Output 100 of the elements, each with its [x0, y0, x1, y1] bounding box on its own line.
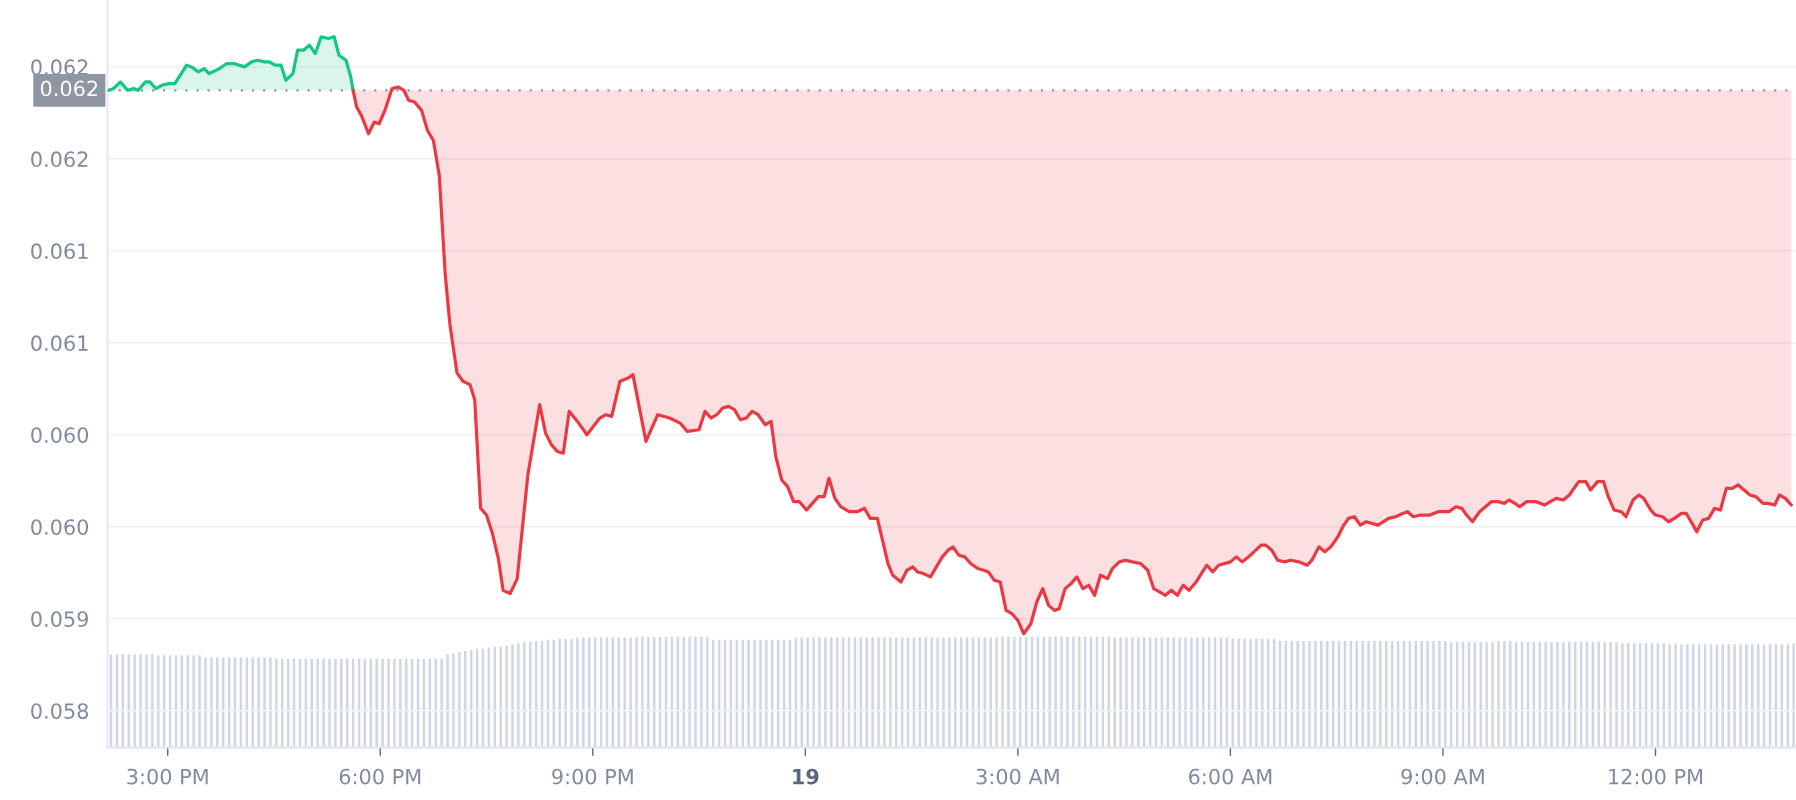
bar [1361, 640, 1364, 748]
bar [1621, 643, 1624, 748]
bar [1438, 640, 1441, 748]
bar [694, 636, 697, 748]
bar [1184, 637, 1187, 748]
bar [641, 636, 644, 748]
bar [818, 637, 821, 748]
bar [1196, 637, 1199, 748]
bar [139, 654, 142, 748]
bar [1603, 642, 1606, 748]
bar [1190, 637, 1193, 748]
bar [1296, 640, 1299, 748]
bar [1237, 638, 1240, 748]
bar [257, 657, 260, 748]
bar [1562, 642, 1565, 748]
bar [700, 636, 703, 748]
bar [1261, 638, 1264, 748]
bar [1125, 637, 1128, 748]
bar [452, 653, 455, 748]
y-tick-label: 0.062 [31, 151, 88, 168]
bar [1491, 642, 1494, 748]
bar [1243, 638, 1246, 748]
bar [688, 636, 691, 748]
bar [1367, 640, 1370, 748]
bar [1379, 640, 1382, 748]
bar [948, 637, 951, 748]
bar [812, 637, 815, 748]
bar [464, 650, 467, 748]
bar [1686, 644, 1689, 748]
bar [1674, 644, 1677, 748]
bar [157, 655, 160, 748]
bar [1178, 637, 1181, 748]
y-tick-label: 0.060 [31, 519, 89, 535]
x-tick-label: 9:00 AM [1401, 768, 1484, 785]
bar [1060, 636, 1063, 748]
bar [1172, 637, 1175, 748]
bar [877, 637, 880, 748]
bar [387, 658, 390, 748]
bar [1426, 640, 1429, 748]
bar [1373, 640, 1376, 748]
bar [576, 637, 579, 748]
bar [1751, 644, 1754, 748]
bar [830, 637, 833, 748]
bar [824, 637, 827, 748]
bar [1727, 644, 1730, 748]
y-tick-label: 0.059 [31, 611, 88, 627]
bar [251, 657, 254, 748]
bar [210, 657, 213, 748]
bar [1544, 642, 1547, 748]
x-tick-label: 6:00 AM [1189, 768, 1272, 785]
bar [989, 637, 992, 748]
bar [316, 658, 319, 748]
bar [523, 642, 526, 748]
bar [334, 658, 337, 748]
bar [806, 637, 809, 748]
bar [1609, 642, 1612, 748]
bar [216, 657, 219, 748]
bar [322, 658, 325, 748]
bar [1072, 636, 1075, 748]
bar [995, 637, 998, 748]
bar [517, 643, 520, 748]
bar [1255, 638, 1258, 748]
bar [1320, 640, 1323, 748]
bar [275, 658, 278, 748]
bar [1692, 644, 1695, 748]
bar [1420, 640, 1423, 748]
bar [1001, 636, 1004, 748]
bar [647, 636, 650, 748]
bar [936, 637, 939, 748]
bar [1444, 640, 1447, 748]
bar [623, 637, 626, 748]
bar [1503, 640, 1506, 748]
bar [381, 658, 384, 748]
bar [570, 638, 573, 748]
bar [930, 637, 933, 748]
bar [1054, 636, 1057, 748]
bar [753, 639, 756, 748]
bar [582, 637, 585, 748]
bar [1680, 644, 1683, 748]
bar [1485, 642, 1488, 748]
bar [446, 654, 449, 748]
bar [1013, 636, 1016, 748]
bar [771, 639, 774, 748]
bar [375, 658, 378, 748]
y-tick-label: 0.061 [31, 243, 88, 260]
bar [1733, 644, 1736, 748]
bar [1113, 637, 1116, 748]
bar [192, 655, 195, 748]
bar [1308, 640, 1311, 748]
x-tick-label: 6:00 PM [339, 768, 421, 785]
bar [393, 658, 396, 748]
bar [865, 637, 868, 748]
bar [198, 655, 201, 748]
bar [1550, 642, 1553, 748]
bar [883, 637, 886, 748]
bar [1615, 642, 1618, 748]
bar [269, 657, 272, 748]
bar [1249, 638, 1252, 748]
x-tick-label: 9:00 PM [552, 768, 633, 785]
bar [1739, 644, 1742, 748]
